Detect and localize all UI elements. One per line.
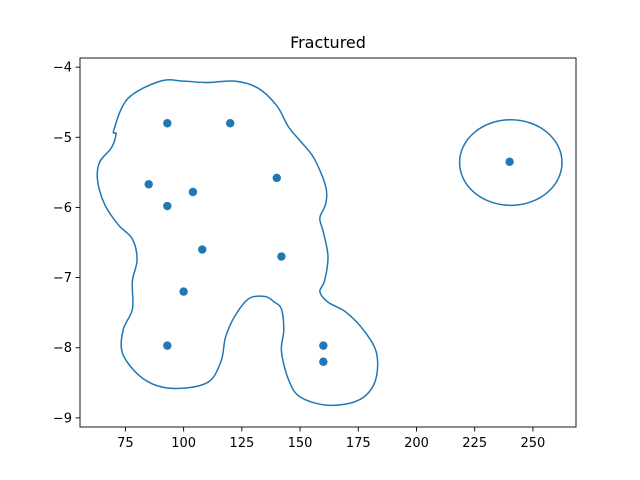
- scatter-point: [163, 119, 172, 128]
- x-tick-label: 175: [346, 436, 371, 451]
- scatter-point: [225, 119, 235, 128]
- scatter-point: [272, 173, 281, 183]
- contour-lines: [96, 79, 563, 407]
- x-tick-label: 100: [171, 436, 196, 451]
- scatter-point: [188, 187, 198, 197]
- chart-title: Fractured: [290, 33, 366, 52]
- scatter-point: [319, 357, 328, 366]
- y-tick-label: −5: [53, 131, 72, 146]
- scatter-point: [277, 252, 286, 261]
- x-tick-label: 200: [404, 436, 429, 451]
- x-tick-label: 250: [521, 436, 546, 451]
- plot-background: [80, 58, 576, 427]
- scatter-point: [163, 201, 172, 211]
- plot-area: [80, 58, 576, 427]
- x-tick-label: 75: [117, 436, 134, 451]
- scatter-point: [144, 180, 153, 189]
- y-tick-label: −6: [53, 201, 72, 216]
- scatter-point: [198, 245, 207, 254]
- x-tick-label: 125: [229, 436, 254, 451]
- contour-left-blob: [96, 79, 379, 407]
- y-tick-label: −4: [53, 61, 72, 76]
- y-tick-label: −9: [53, 411, 72, 426]
- x-tick-label: 225: [462, 436, 487, 451]
- scatter-point: [179, 287, 188, 296]
- contour-right-ellipse: [458, 118, 563, 207]
- scatter-point: [319, 341, 328, 350]
- axes: 75 100 125 150 175 200 225 250 −4 −5 −6 −7 −8 −9: [53, 57, 577, 451]
- axes-frame: [79, 57, 577, 428]
- x-tick-label: 150: [288, 436, 313, 451]
- scatter-point: [505, 157, 514, 167]
- y-tick-label: −8: [53, 341, 72, 356]
- scatter-points: [144, 119, 514, 366]
- y-tick-label: −7: [53, 271, 72, 286]
- scatter-point: [163, 341, 172, 350]
